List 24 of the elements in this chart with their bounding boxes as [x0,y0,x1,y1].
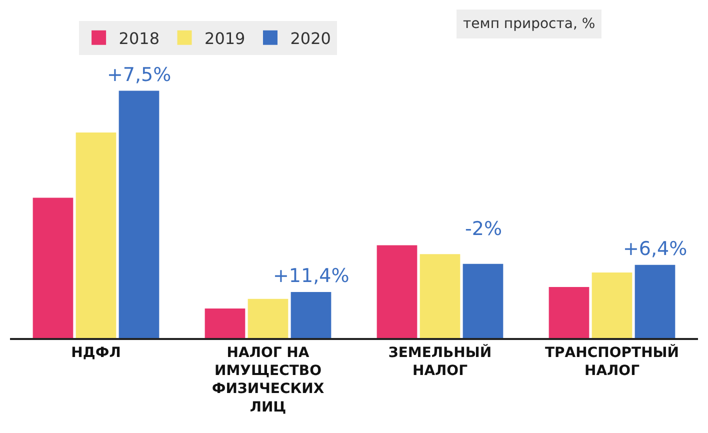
bar [290,292,332,338]
legend-label: 2019 [204,28,246,48]
annotation: +11,4% [273,265,350,287]
annotation: -2% [465,218,502,240]
bar [592,272,632,338]
bar [204,308,246,338]
bar [420,254,460,338]
bar [76,132,116,338]
bar [548,287,590,338]
x-tick-label: НДФЛ [71,344,121,361]
legend-label: 2020 [290,28,331,48]
text: темп прироста, % [463,16,596,32]
bar [248,298,288,338]
x-tick-label: ТРАНСПОРТНЫЙ НАЛОГ [544,344,680,379]
bar [32,198,74,338]
annotation: +6,4% [623,238,688,260]
bar [634,264,676,338]
x-tick-label: НАЛОГ НА ИМУЩЕСТВО ФИЗИЧЕСКИХ ЛИЦ [212,344,324,416]
bar [462,264,504,338]
x-tick-label: ЗЕМЕЛЬНЫЙ НАЛОГ [388,344,492,379]
bar [376,245,418,338]
text: +7,5% [107,64,172,86]
legend-label: 2018 [118,28,160,48]
bar [118,90,160,338]
